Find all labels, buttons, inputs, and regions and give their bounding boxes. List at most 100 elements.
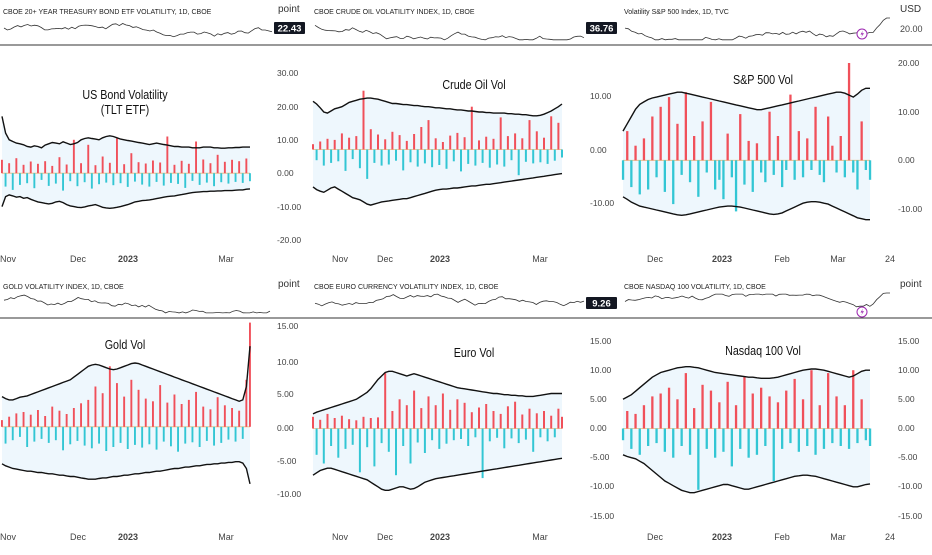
bar <box>377 417 379 429</box>
bar <box>220 426 223 443</box>
upper-band-line <box>622 87 870 132</box>
bar <box>413 390 416 429</box>
bar <box>751 160 754 192</box>
bar <box>337 149 340 162</box>
scale-label: USD <box>900 4 921 15</box>
bar <box>322 149 325 166</box>
bar <box>427 396 430 429</box>
bar <box>15 413 18 427</box>
bar <box>478 407 480 429</box>
bar <box>223 405 226 427</box>
bar <box>409 428 412 464</box>
bar <box>684 92 687 161</box>
bar <box>333 139 336 150</box>
bar <box>166 402 169 427</box>
scale-label: point <box>900 279 922 290</box>
bar <box>398 135 401 150</box>
bar <box>434 138 437 150</box>
bar <box>162 426 165 442</box>
bar <box>485 136 488 150</box>
bar <box>438 428 441 449</box>
bar <box>768 111 771 161</box>
bar <box>366 149 369 179</box>
bar <box>351 149 354 160</box>
bar <box>822 428 826 449</box>
chart-title: US Bond Volatility <box>82 88 167 102</box>
bar <box>405 405 408 429</box>
bar <box>431 428 434 441</box>
bar <box>420 127 423 150</box>
x-tick-label: Feb <box>774 254 790 264</box>
bar <box>793 160 796 180</box>
bar <box>460 149 462 172</box>
y-tick-label: 5.00 <box>590 394 607 404</box>
bar <box>839 136 842 161</box>
bar <box>492 138 495 150</box>
y-tick-label: 10.00 <box>590 91 612 101</box>
bar <box>456 399 459 429</box>
bar <box>772 160 775 175</box>
bar <box>806 138 809 161</box>
x-tick-label: Mar <box>532 254 548 264</box>
bar <box>337 428 340 458</box>
bar <box>822 160 826 183</box>
bar <box>62 173 64 191</box>
bar <box>170 173 172 183</box>
bar <box>760 160 763 173</box>
bar <box>141 173 144 185</box>
bar <box>62 426 64 451</box>
bar <box>543 137 545 150</box>
y-tick-label: 10.00 <box>898 107 920 117</box>
y-tick-label: 10.00 <box>898 365 920 375</box>
y-tick-label: 30.00 <box>277 68 299 78</box>
x-tick-label: 24 <box>885 532 895 542</box>
bar <box>772 428 775 481</box>
bar <box>524 149 527 162</box>
bar <box>553 149 556 161</box>
bar <box>485 404 488 429</box>
bar <box>638 428 641 455</box>
bar <box>159 385 162 427</box>
bar <box>441 142 444 150</box>
bar <box>83 426 86 446</box>
bar <box>835 160 838 173</box>
bar <box>90 426 93 449</box>
bar <box>223 161 226 174</box>
bar <box>864 428 867 441</box>
bar <box>80 163 82 174</box>
y-tick-label: 0.00 <box>277 168 294 178</box>
bar <box>152 160 154 174</box>
bar <box>191 173 194 181</box>
bar <box>726 133 729 161</box>
bar <box>26 173 29 184</box>
bar <box>369 418 372 429</box>
bar <box>330 428 333 446</box>
bar <box>362 416 365 429</box>
bar <box>319 141 322 150</box>
bar <box>684 373 687 429</box>
bar <box>532 149 535 164</box>
bar <box>445 149 448 169</box>
bar <box>751 393 754 429</box>
y-tick-label: -10.00 <box>277 202 301 212</box>
bar <box>852 160 855 173</box>
x-tick-label: Dec <box>70 532 87 542</box>
bar <box>384 373 387 429</box>
chart-title: Gold Vol <box>105 338 146 352</box>
upper-band-line <box>1 116 250 149</box>
bar <box>814 428 817 455</box>
lower-band-line <box>622 454 871 494</box>
bar <box>234 173 237 182</box>
bar <box>98 173 100 185</box>
bar <box>535 413 538 429</box>
bar <box>423 428 426 453</box>
x-tick-label: Dec <box>377 532 394 542</box>
bar <box>213 173 215 187</box>
bar <box>373 149 376 163</box>
bar <box>405 140 408 150</box>
bar <box>532 428 535 452</box>
bar <box>697 428 700 490</box>
bar <box>835 396 838 429</box>
bar <box>209 163 212 174</box>
